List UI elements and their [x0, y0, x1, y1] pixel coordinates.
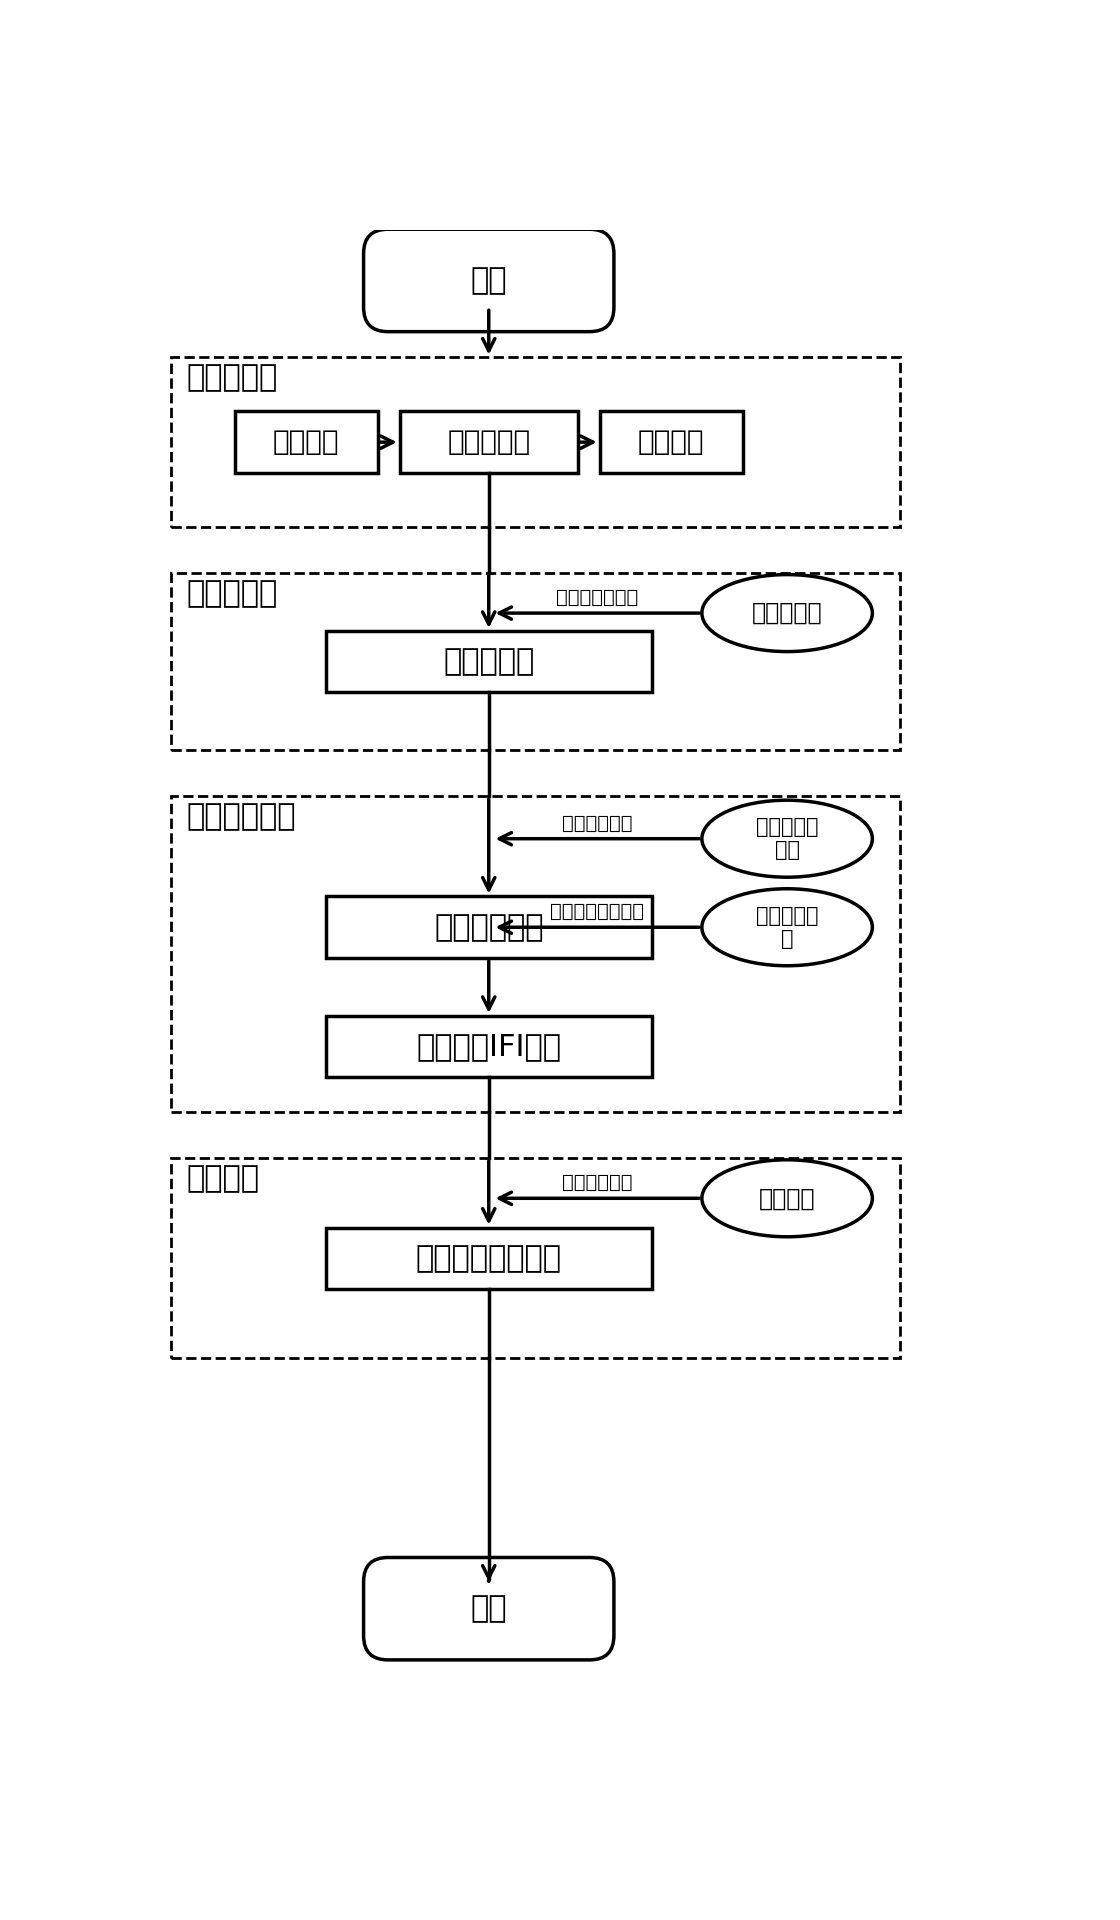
Bar — [326, 1227, 652, 1288]
Ellipse shape — [702, 574, 872, 651]
Text: 提取森林样本: 提取森林样本 — [562, 814, 633, 833]
Text: 直方图森林
峰值: 直方图森林 峰值 — [756, 818, 819, 860]
Text: 气溶胶反演: 气溶胶反演 — [447, 428, 530, 457]
Bar — [326, 1016, 652, 1077]
Bar — [326, 897, 652, 958]
Text: 识别森林、非森林: 识别森林、非森林 — [550, 902, 644, 922]
Text: 图像插值: 图像插值 — [759, 1187, 815, 1210]
Text: 整合森林指数: 整合森林指数 — [187, 803, 296, 831]
Text: 暗物质掩膜: 暗物质掩膜 — [187, 580, 278, 609]
Text: 填补掩膜空缺: 填补掩膜空缺 — [562, 1173, 633, 1192]
Text: 识别水体、阴影: 识别水体、阴影 — [557, 588, 638, 607]
Bar — [171, 357, 899, 526]
Bar — [400, 411, 578, 472]
Bar — [171, 797, 899, 1112]
Text: 掩膜后影像: 掩膜后影像 — [444, 647, 534, 676]
Ellipse shape — [702, 801, 872, 877]
Bar — [234, 411, 377, 472]
Text: 辐射校正: 辐射校正 — [273, 428, 339, 457]
Bar — [171, 1158, 899, 1359]
Ellipse shape — [702, 1160, 872, 1236]
FancyBboxPatch shape — [364, 228, 614, 332]
FancyBboxPatch shape — [364, 1557, 614, 1661]
Ellipse shape — [702, 889, 872, 966]
Text: 结束: 结束 — [470, 1594, 507, 1622]
Text: 森林变化监测结果: 森林变化监测结果 — [416, 1244, 562, 1273]
Text: 图像插值: 图像插值 — [187, 1164, 260, 1194]
Text: 时间序列IFI影像: 时间序列IFI影像 — [417, 1033, 561, 1062]
Text: 整合森林指
数: 整合森林指 数 — [756, 906, 819, 948]
Text: 森林训练样本: 森林训练样本 — [435, 912, 543, 941]
Bar — [171, 572, 899, 751]
Bar — [326, 632, 652, 693]
Text: 影像预处理: 影像预处理 — [187, 363, 278, 392]
Text: 暗物质掩膜: 暗物质掩膜 — [752, 601, 822, 626]
Text: 大气校正: 大气校正 — [638, 428, 704, 457]
Text: 开始: 开始 — [470, 267, 507, 296]
Bar — [599, 411, 743, 472]
